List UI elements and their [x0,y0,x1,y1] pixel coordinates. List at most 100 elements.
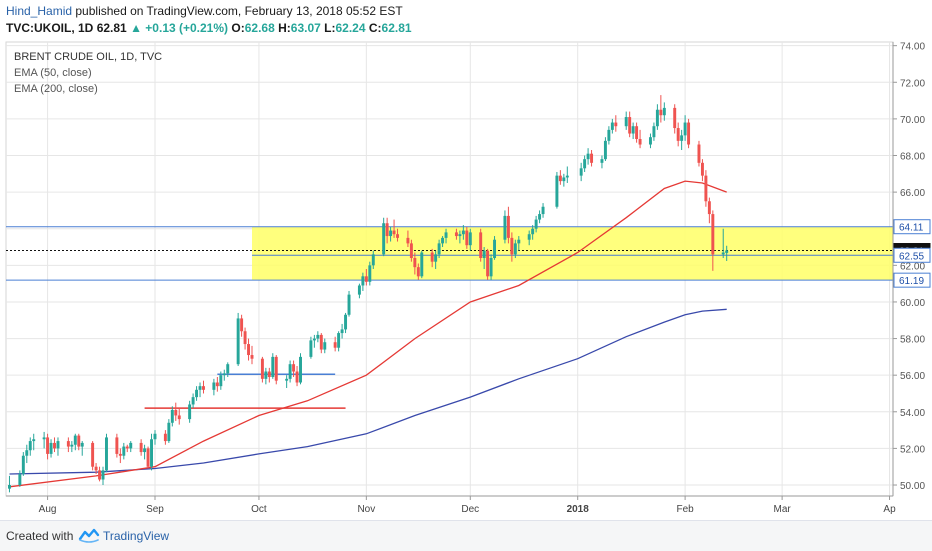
candle-body [614,122,618,127]
candle-body [437,243,441,255]
candle-body [309,340,313,357]
change-value: +0.13 (+0.21%) [145,21,229,35]
x-tick-label: Sep [146,504,164,515]
candle-body [680,135,684,141]
candle-body [513,243,517,255]
close-label: C: [368,21,382,35]
price-label: 61.19 [899,276,924,287]
candle-body [430,252,434,262]
candle-body [53,442,56,449]
open-label: O: [231,21,245,35]
candle-body [80,442,84,447]
candle-body [177,415,181,420]
candle-body [153,433,157,440]
ema-layer [9,180,727,488]
candle-body [406,237,410,244]
candle-body [333,342,337,348]
candle-body [458,234,462,237]
candle-body [21,455,25,475]
y-tick-label: 74.00 [900,42,925,53]
candles [7,95,729,493]
candle-body [260,358,264,379]
price-label-box [893,247,931,263]
candle-body [707,201,711,215]
candle-body [368,265,372,282]
candle-body [441,237,445,244]
candle-body [725,250,729,253]
candle-body [628,117,632,134]
candle-body [631,126,635,134]
change-arrow-icon: ▲ [130,21,142,35]
price-chart[interactable]: 50.0052.0054.0056.0058.0060.0062.0064.00… [0,36,932,520]
candle-body [486,250,490,277]
candle-body [382,223,386,255]
low-label: L: [324,21,336,35]
candle-body [274,356,278,381]
candle-body [562,177,566,182]
candle-body [503,215,507,240]
tradingview-brand-link[interactable]: TradingView [103,529,170,543]
x-tick-label: Oct [251,504,267,515]
candle-body [444,232,448,238]
candle-body [347,294,351,315]
candle-body [700,162,704,176]
candle-body [659,109,663,116]
candle-body [323,342,327,350]
candle-body [493,239,497,259]
y-tick-label: 66.00 [900,188,925,199]
candle-body [73,435,77,445]
candle-body [77,435,81,447]
candle-body [285,378,289,381]
candle-body [357,285,361,295]
candle-body [607,129,611,141]
legend-ema200: EMA (200, close) [14,83,98,95]
candle-body [704,175,708,202]
level-lines [6,226,893,409]
candle-body [420,252,424,277]
candle-body [42,437,46,440]
y-tick-label: 62.00 [900,261,925,272]
x-tick-label: Feb [676,504,694,515]
candle-body [150,439,153,467]
x-tick-label: 2018 [567,504,590,515]
candle-body [271,356,275,378]
candle-body [18,474,22,486]
publisher-link[interactable]: Hind_Hamid [6,4,73,18]
x-tick-label: Nov [357,504,375,515]
candle-body [392,230,396,235]
low-value: 62.24 [335,21,366,35]
candle-body [70,444,74,447]
candle-body [219,375,223,387]
x-tick-label: Dec [461,504,479,515]
candle-body [579,168,583,176]
high-label: H: [278,21,291,35]
candle-body [344,314,348,330]
y-tick-label: 60.00 [900,298,925,309]
y-tick-label: 56.00 [900,371,925,382]
candle-body [292,364,296,372]
candle-body [482,250,486,259]
symbol-label[interactable]: TVC:UKOIL, 1D [6,21,94,35]
candle-body [250,355,254,359]
candle-body [105,437,108,471]
close-value: 62.81 [381,21,412,35]
candle-body [198,386,202,390]
candle-body [673,107,677,129]
price-label-box [893,272,931,288]
x-tick-label: Mar [774,504,792,515]
candle-body [538,214,542,220]
chart-area[interactable]: 50.0052.0054.0056.0058.0060.0062.0064.00… [0,36,932,520]
candle-body [125,446,129,449]
candle-body [461,230,465,235]
candle-body [118,453,122,456]
candle-body [319,334,323,350]
candle-body [683,122,687,136]
candle-body [721,252,725,255]
candle-body [337,333,341,348]
ema200-line [9,308,727,475]
candle-body [101,470,105,480]
tradingview-logo-icon[interactable] [78,527,100,546]
candle-body [624,117,628,127]
candle-body [385,223,389,237]
candle-body [139,442,143,453]
